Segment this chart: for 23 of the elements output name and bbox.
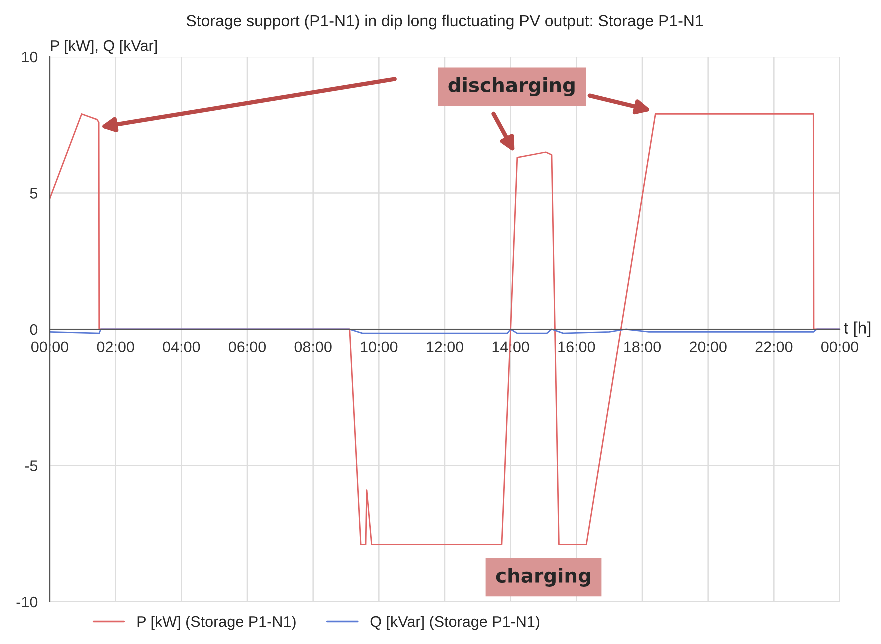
x-tick-label: 18:00	[624, 342, 662, 353]
x-tick-label: 22:00	[756, 342, 793, 353]
x-tick-label: 20:00	[690, 342, 727, 353]
y-axis-title: P [kW], Q [kVar]	[51, 40, 158, 54]
y-tick-label: 5	[30, 188, 38, 199]
x-axis-title: t [h]	[844, 322, 871, 338]
annotation: discharging	[448, 77, 575, 96]
annotation: charging	[496, 568, 590, 587]
x-tick-label: 00:00	[821, 342, 859, 353]
x-tick-label: 06:00	[228, 342, 266, 353]
y-tick-label: 0	[30, 324, 38, 336]
chart-title: Storage support (P1-N1) in dip long fluctuating PV output: Storage P1-N1	[186, 14, 704, 30]
x-tick-label: 02:00	[97, 342, 134, 353]
y-tick-label: 10	[22, 52, 38, 63]
x-tick-label: 12:00	[427, 342, 464, 353]
y-tick-label: -5	[25, 460, 38, 472]
x-tick-label: 08:00	[294, 342, 332, 353]
x-tick-label: 10:00	[361, 342, 398, 353]
y-tick-label: -10	[16, 596, 38, 608]
x-tick-label: 04:00	[163, 342, 200, 353]
legend-label: P [kW] (Storage P1-N1)	[138, 616, 296, 630]
x-tick-label: 16:00	[558, 342, 596, 353]
legend-label: Q [kVar] (Storage P1-N1)	[370, 616, 540, 630]
